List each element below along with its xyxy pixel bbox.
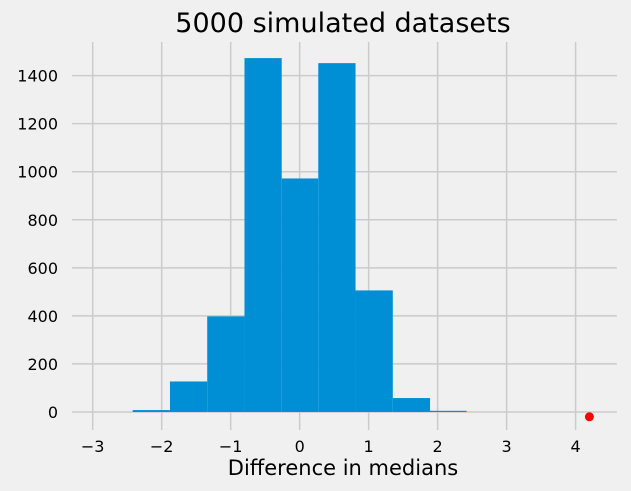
x-tick-label: 1 bbox=[364, 437, 374, 456]
x-tick-labels: −3 −2 −1 0 1 2 3 4 bbox=[81, 437, 581, 456]
histogram-bar bbox=[207, 316, 245, 412]
y-tick-labels: 0 200 400 600 800 1000 1200 1400 bbox=[17, 67, 58, 422]
y-tick-label: 0 bbox=[48, 403, 58, 422]
histogram-bar bbox=[318, 63, 356, 412]
x-tick-label: 0 bbox=[295, 437, 305, 456]
y-tick-label: 1000 bbox=[17, 163, 58, 182]
histogram-bar bbox=[355, 290, 393, 412]
observed-value-marker bbox=[584, 412, 594, 422]
marker-layer bbox=[584, 412, 594, 422]
histogram-bar bbox=[169, 381, 208, 412]
y-tick-label: 200 bbox=[27, 355, 58, 374]
y-tick-label: 400 bbox=[27, 307, 58, 326]
x-tick-label: 3 bbox=[502, 437, 512, 456]
x-axis-label: Difference in medians bbox=[228, 456, 458, 480]
x-tick-label: 4 bbox=[571, 437, 581, 456]
x-tick-label: −1 bbox=[219, 437, 243, 456]
histogram-bar bbox=[281, 178, 319, 412]
y-tick-label: 800 bbox=[27, 211, 58, 230]
histogram-bar bbox=[430, 410, 467, 412]
histogram-bar bbox=[244, 58, 282, 412]
x-tick-label: 2 bbox=[433, 437, 443, 456]
histogram-bar bbox=[392, 398, 431, 412]
x-tick-label: −2 bbox=[150, 437, 174, 456]
y-tick-label: 600 bbox=[27, 259, 58, 278]
bars bbox=[132, 58, 467, 412]
y-tick-label: 1200 bbox=[17, 115, 58, 134]
histogram-bar bbox=[132, 410, 170, 412]
x-tick-label: −3 bbox=[81, 437, 105, 456]
chart-title: 5000 simulated datasets bbox=[175, 8, 510, 39]
y-tick-label: 1400 bbox=[17, 67, 58, 86]
